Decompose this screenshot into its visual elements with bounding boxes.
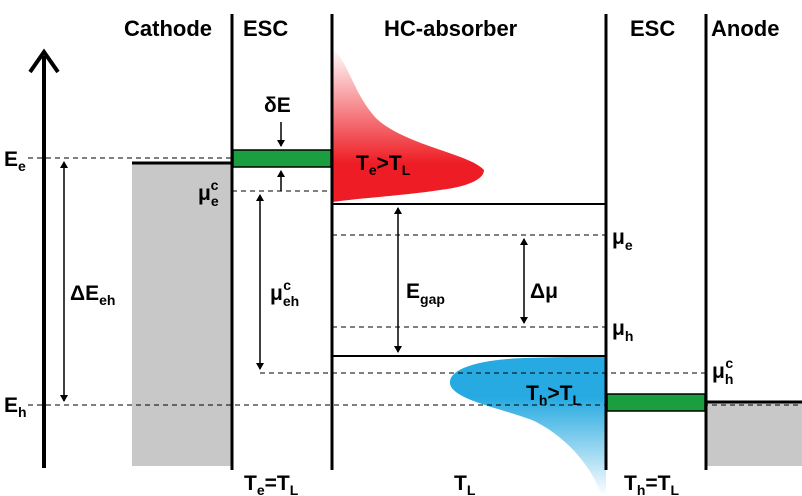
label-th-gt-tl: Th>TL (526, 382, 581, 408)
interface-lines (230, 14, 708, 470)
label-delta-e: δE (264, 94, 291, 117)
label-mu-eh-c: μehc (270, 277, 299, 309)
label-bottom-th-eq-tl: Th=TL (624, 472, 679, 496)
header-anode: Anode (711, 16, 779, 41)
header-esc-right: ESC (630, 16, 675, 41)
label-e-h: Eh (4, 394, 27, 420)
label-mu-e: μe (612, 226, 633, 253)
header-cathode: Cathode (124, 16, 212, 41)
label-bottom-tl: TL (454, 472, 476, 496)
label-delta-mu: Δμ (530, 280, 558, 303)
label-mu-h-c: μhc (712, 355, 733, 387)
energy-axis-arrowhead (28, 48, 60, 74)
cathode-block (132, 163, 232, 466)
hole-distribution (449, 356, 606, 496)
label-delta-e-eh: ΔEeh (70, 282, 115, 308)
label-mu-h: μh (612, 317, 633, 344)
header-hc-absorber: HC-absorber (384, 16, 518, 41)
esc-left-level (232, 149, 332, 168)
anode-block (706, 402, 802, 466)
label-te-gt-tl: Te>TL (356, 152, 411, 178)
label-mu-e-c: μec (198, 177, 219, 209)
dashed-lines (28, 157, 802, 406)
label-e-gap: Egap (406, 280, 445, 307)
header-esc-left: ESC (243, 16, 288, 41)
label-e-e: Ee (4, 148, 26, 174)
electron-distribution (332, 48, 484, 202)
esc-right-level (606, 393, 706, 412)
label-bottom-te-eq-tl: Te=TL (244, 472, 299, 496)
